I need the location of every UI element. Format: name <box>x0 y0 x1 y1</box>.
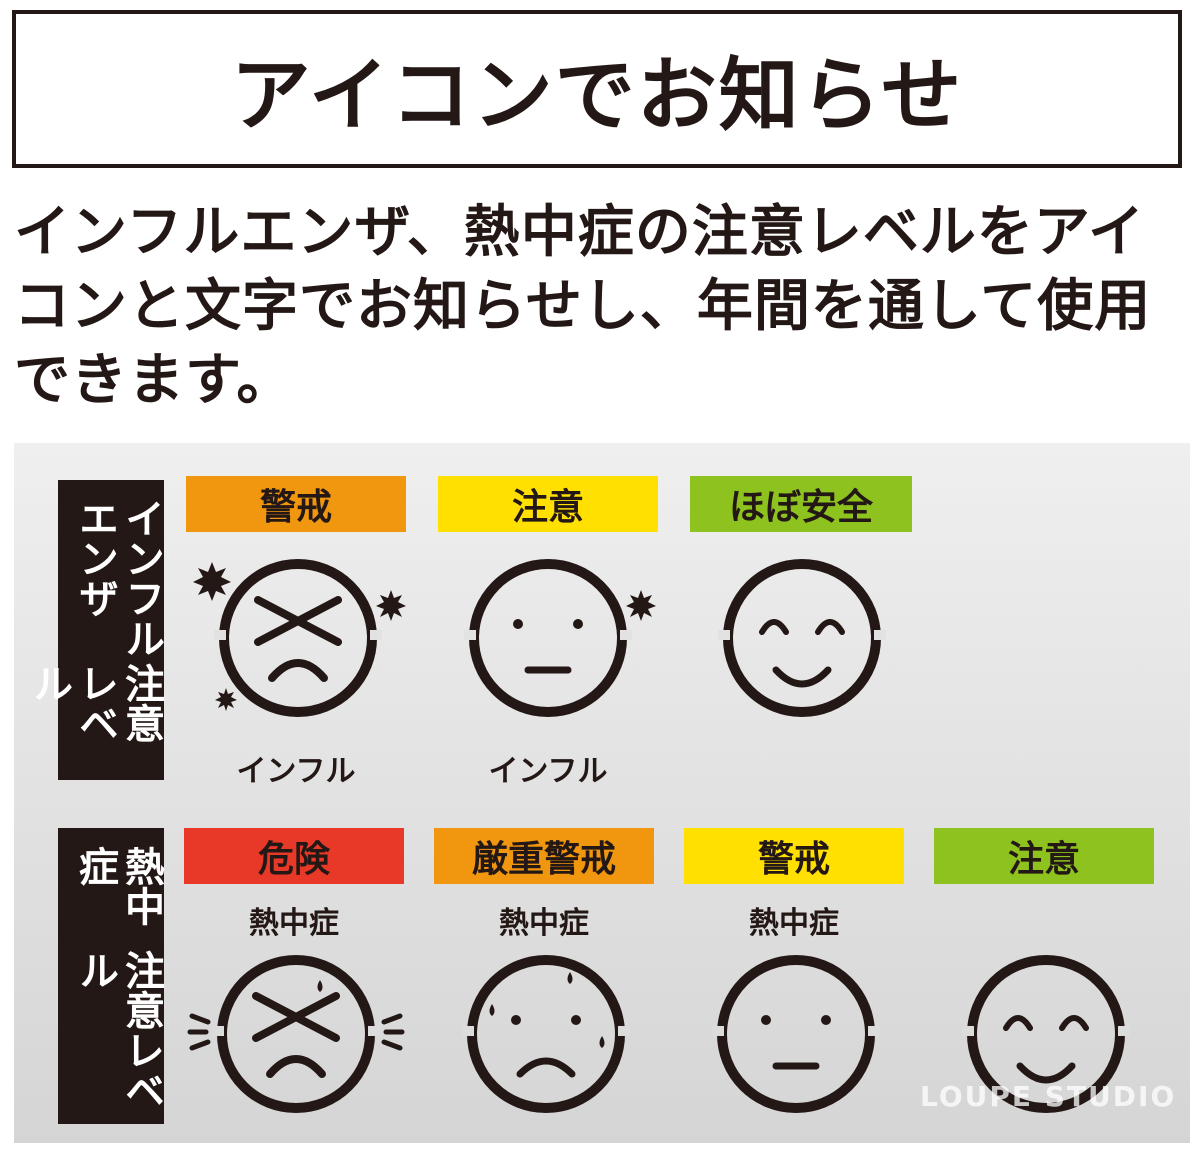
heatstroke-side-label: 熱中症 注意レベル <box>58 828 164 1124</box>
influenza-side-label-line1: インフルエンザ <box>72 498 164 658</box>
influenza-badge-almost-safe: ほぼ安全 <box>690 476 912 532</box>
neutral-germ-face-icon <box>464 559 656 717</box>
heatstroke-badge-caution: 注意 <box>934 828 1154 884</box>
influenza-caption-caution: インフル <box>488 754 608 789</box>
influenza-side-label-line2: 注意レベル <box>26 662 164 743</box>
heatstroke-badge-warning: 警戒 <box>684 828 904 884</box>
x-frown-heat-face-icon <box>187 955 405 1113</box>
heatstroke-caption-severe-warning: 熱中症 <box>499 906 589 941</box>
page-title: アイコンでお知らせ <box>230 49 964 142</box>
smile-face-icon <box>718 559 886 717</box>
levels-panel <box>14 443 1190 1143</box>
watermark-logo: LOUPE STUDIO <box>920 1080 1177 1113</box>
heatstroke-side-label-line1: 熱中症 <box>72 846 164 926</box>
heatstroke-badge-severe-warning: 厳重警戒 <box>434 828 654 884</box>
heatstroke-caption-danger: 熱中症 <box>249 906 339 941</box>
x-frown-germs-face-icon <box>193 559 406 717</box>
influenza-badge-warning: 警戒 <box>186 476 406 532</box>
description-text: インフルエンザ、熱中症の注意レベルをアイコンと文字でお知らせし、年間を通して使用… <box>14 200 1152 413</box>
influenza-badge-caution: 注意 <box>438 476 658 532</box>
smile-face-icon-heatstroke <box>962 955 1130 1113</box>
influenza-caption-warning: インフル <box>236 754 356 789</box>
heatstroke-caption-warning: 熱中症 <box>749 906 839 941</box>
frown-sweat-face-icon <box>462 955 630 1113</box>
title-box: アイコンでお知らせ <box>12 10 1182 168</box>
neutral-face-icon <box>712 955 880 1113</box>
influenza-side-label: インフルエンザ 注意レベル <box>26 480 164 780</box>
heatstroke-side-label-line2: 注意レベル <box>72 950 164 1111</box>
heatstroke-badge-danger: 危険 <box>184 828 404 884</box>
